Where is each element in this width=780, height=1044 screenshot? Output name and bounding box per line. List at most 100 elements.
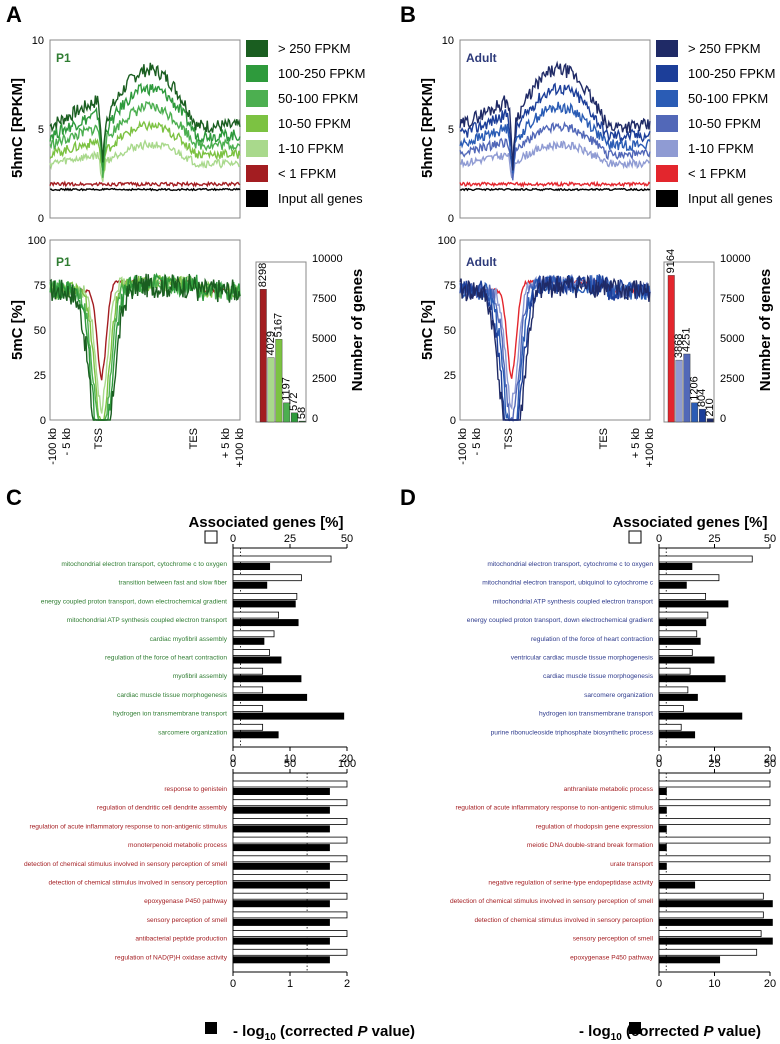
gene-count-bar	[667, 275, 675, 423]
panel-c: C Associated genes [%] 0 25 500 10 20mitocho…	[6, 485, 415, 1043]
go-term-label: transition between fast and slow fiber	[119, 580, 228, 587]
pvalue-bar	[659, 581, 687, 589]
go-term-label: regulation of rhodopsin gene expression	[536, 823, 654, 830]
gene-count-value: 8298	[257, 263, 269, 287]
panel-a-mc-ytick-100: 100	[28, 235, 46, 247]
legend-label: 1-10 FPKM	[278, 141, 344, 156]
panel-a-mc-profiles	[49, 272, 241, 422]
legend-swatch	[246, 140, 268, 157]
panel-a-label: A	[6, 2, 22, 27]
panel-a-mc-frame	[49, 239, 241, 421]
go-term-label: myofibril assembly	[173, 673, 228, 680]
gene-count-value: 5167	[273, 313, 285, 337]
go-term-label: cardiac myofibril assembly	[150, 636, 228, 643]
panel-a-xtick-tss: TSS	[93, 428, 105, 449]
panel-a-hmc-sample: P1	[56, 51, 71, 65]
pvalue-bar	[233, 844, 330, 852]
pvalue-bar	[659, 675, 726, 683]
pvalue-bar	[233, 675, 302, 683]
top-axis-tick-label: 0	[656, 533, 662, 545]
legend-label: > 250 FPKM	[688, 41, 761, 56]
go-term-label: sarcomere organization	[158, 729, 227, 736]
top-axis-tick-label: 0	[656, 758, 662, 770]
profile-line	[459, 274, 651, 421]
bottom-axis-tick-label: 20	[764, 978, 776, 990]
pvalue-bar	[233, 581, 268, 589]
panel-a-xtick-plus100kb: +100 kb	[234, 428, 246, 467]
top-axis-tick-label: 0	[230, 533, 236, 545]
legend-swatch	[246, 190, 268, 207]
panel-c-lower-chart: 0 50 100 0 1 2 response to genistein regulation…	[24, 758, 356, 990]
panel-b-count-ylabel: Number of genes	[757, 269, 774, 392]
panel-a-legend: > 250 FPKM 100-250 FPKM 50-100 FPKM 10-50 F…	[246, 40, 365, 207]
panel-a-hmc-profiles	[49, 62, 241, 192]
pvalue-bar	[233, 862, 330, 870]
panel-d-open-legend-box	[628, 530, 642, 544]
panel-a: A P1 10 5 0 5hmC [RPKM] > 250 FPKM 100-25…	[6, 2, 366, 467]
pvalue-bar	[659, 918, 773, 926]
go-term-label: anthranilate metabolic process	[564, 786, 654, 793]
legend-swatch	[246, 40, 268, 57]
panel-b-mc-ytick-25: 25	[444, 370, 456, 382]
associated-genes-bar	[232, 948, 348, 956]
pvalue-bar	[659, 712, 743, 720]
pvalue-bar	[233, 956, 330, 964]
associated-genes-bar	[658, 780, 771, 788]
panel-c-filled-legend-box	[205, 1022, 217, 1034]
panel-b-xtick-tes: TES	[598, 428, 610, 449]
legend-swatch	[656, 165, 678, 182]
panel-b-mc-ytick-50: 50	[444, 325, 456, 337]
panel-b-mc-plot: Adult 100 75 50 25 0 5mC [%] -100 kb - 5…	[419, 235, 656, 467]
associated-genes-bar	[658, 818, 771, 825]
bottom-axis-tick-label: 1	[287, 978, 293, 990]
go-term-label: epoxygenase P450 pathway	[144, 898, 228, 905]
top-axis-tick-label: 25	[708, 533, 720, 545]
panel-b-hmc-ytick-0: 0	[448, 213, 454, 225]
legend-label: 1-10 FPKM	[688, 141, 754, 156]
associated-genes-bar	[232, 630, 275, 638]
legend-label: > 250 FPKM	[278, 41, 351, 56]
associated-genes-bar	[232, 874, 348, 881]
pvalue-bar	[233, 900, 330, 908]
legend-label: < 1 FPKM	[278, 166, 336, 181]
panel-a-hmc-ylabel: 5hmC [RPKM]	[9, 78, 26, 178]
go-term-label: regulation of dendritic cell dendrite as…	[97, 805, 228, 812]
go-term-label: regulation of acute inflammatory respons…	[455, 805, 653, 812]
panel-a-mc-ytick-50: 50	[34, 325, 46, 337]
gene-count-value: 804	[696, 389, 708, 407]
associated-genes-bar	[232, 555, 332, 563]
panel-b-mc-sample: Adult	[466, 255, 497, 269]
pvalue-bar	[659, 900, 773, 908]
panel-a-count-ytick-5000: 5000	[312, 333, 336, 345]
pvalue-bar	[659, 600, 729, 608]
gene-count-bar	[267, 357, 275, 423]
pvalue-bar	[659, 806, 667, 814]
pvalue-bar	[659, 844, 667, 852]
pvalue-bar	[233, 656, 282, 664]
associated-genes-bar	[658, 723, 682, 731]
associated-genes-bar	[232, 836, 348, 844]
top-axis-tick-label: 25	[284, 533, 296, 545]
legend-label: 100-250 FPKM	[688, 66, 775, 81]
top-axis-tick-label: 50	[764, 533, 776, 545]
go-term-label: mitochondrial electron transport, cytoch…	[487, 561, 653, 568]
legend-label: 10-50 FPKM	[278, 116, 351, 131]
associated-genes-bar	[658, 911, 764, 919]
associated-genes-bar	[232, 780, 348, 788]
bottom-axis-tick-label: 10	[284, 753, 296, 765]
panel-d-top-axis-label: Associated genes [%]	[612, 514, 767, 531]
panel-a-count-ytick-2500: 2500	[312, 373, 336, 385]
pvalue-bar	[233, 806, 330, 814]
associated-genes-bar	[658, 649, 693, 656]
gene-count-bar	[275, 339, 283, 423]
panel-a-hmc-ytick-5: 5	[38, 124, 44, 136]
panel-b-mc-ytick-75: 75	[444, 280, 456, 292]
pvalue-bar	[233, 788, 330, 795]
panel-b-mc-ytick-100: 100	[438, 235, 456, 247]
bottom-axis-tick-label: 0	[656, 978, 662, 990]
panel-b-label: B	[400, 2, 416, 27]
legend-label: 50-100 FPKM	[278, 91, 358, 106]
